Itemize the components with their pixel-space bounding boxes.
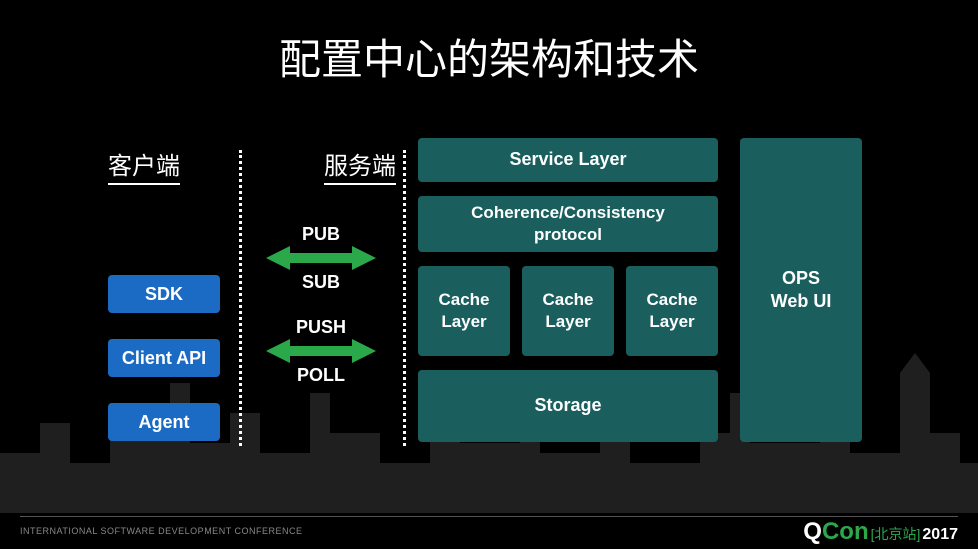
box-sdk-label: SDK	[145, 284, 183, 305]
footer-divider	[20, 516, 958, 517]
divider-left	[239, 150, 242, 446]
footer-text: INTERNATIONAL SOFTWARE DEVELOPMENT CONFE…	[20, 526, 303, 536]
qcon-logo: QCon[北京站]2017	[803, 518, 958, 546]
section-client-label: 客户端	[108, 146, 180, 185]
arrow-pushpoll-icon	[266, 339, 376, 363]
box-coherence-label: Coherence/Consistency protocol	[471, 202, 665, 246]
arrow-pubsub-icon	[266, 246, 376, 270]
box-sdk: SDK	[108, 275, 220, 313]
logo-con: Con	[822, 518, 869, 546]
box-service-layer: Service Layer	[418, 138, 718, 182]
box-cache-3: Cache Layer	[626, 266, 718, 356]
box-cache-1: Cache Layer	[418, 266, 510, 356]
slide: 配置中心的架构和技术 客户端 服务端 SDK Client API Agent …	[0, 0, 978, 549]
logo-year: 2017	[922, 526, 958, 544]
box-agent: Agent	[108, 403, 220, 441]
logo-q: Q	[803, 518, 822, 546]
label-push: PUSH	[266, 317, 376, 338]
section-server-label: 服务端	[324, 146, 396, 185]
box-cache3-label: Cache Layer	[646, 289, 697, 333]
label-sub: SUB	[266, 272, 376, 293]
box-client-api: Client API	[108, 339, 220, 377]
box-cache-2: Cache Layer	[522, 266, 614, 356]
box-storage: Storage	[418, 370, 718, 442]
logo-tag: [北京站]	[871, 524, 921, 544]
box-storage-label: Storage	[534, 394, 601, 417]
label-pub: PUB	[266, 224, 376, 245]
slide-title: 配置中心的架构和技术	[0, 26, 978, 87]
box-ops-webui: OPS Web UI	[740, 138, 862, 442]
box-cache2-label: Cache Layer	[542, 289, 593, 333]
divider-right	[403, 150, 406, 446]
box-coherence: Coherence/Consistency protocol	[418, 196, 718, 252]
box-ops-label: OPS Web UI	[771, 267, 832, 314]
box-api-label: Client API	[122, 348, 206, 369]
box-agent-label: Agent	[139, 412, 190, 433]
box-cache1-label: Cache Layer	[438, 289, 489, 333]
box-service-label: Service Layer	[509, 148, 626, 171]
label-poll: POLL	[266, 365, 376, 386]
